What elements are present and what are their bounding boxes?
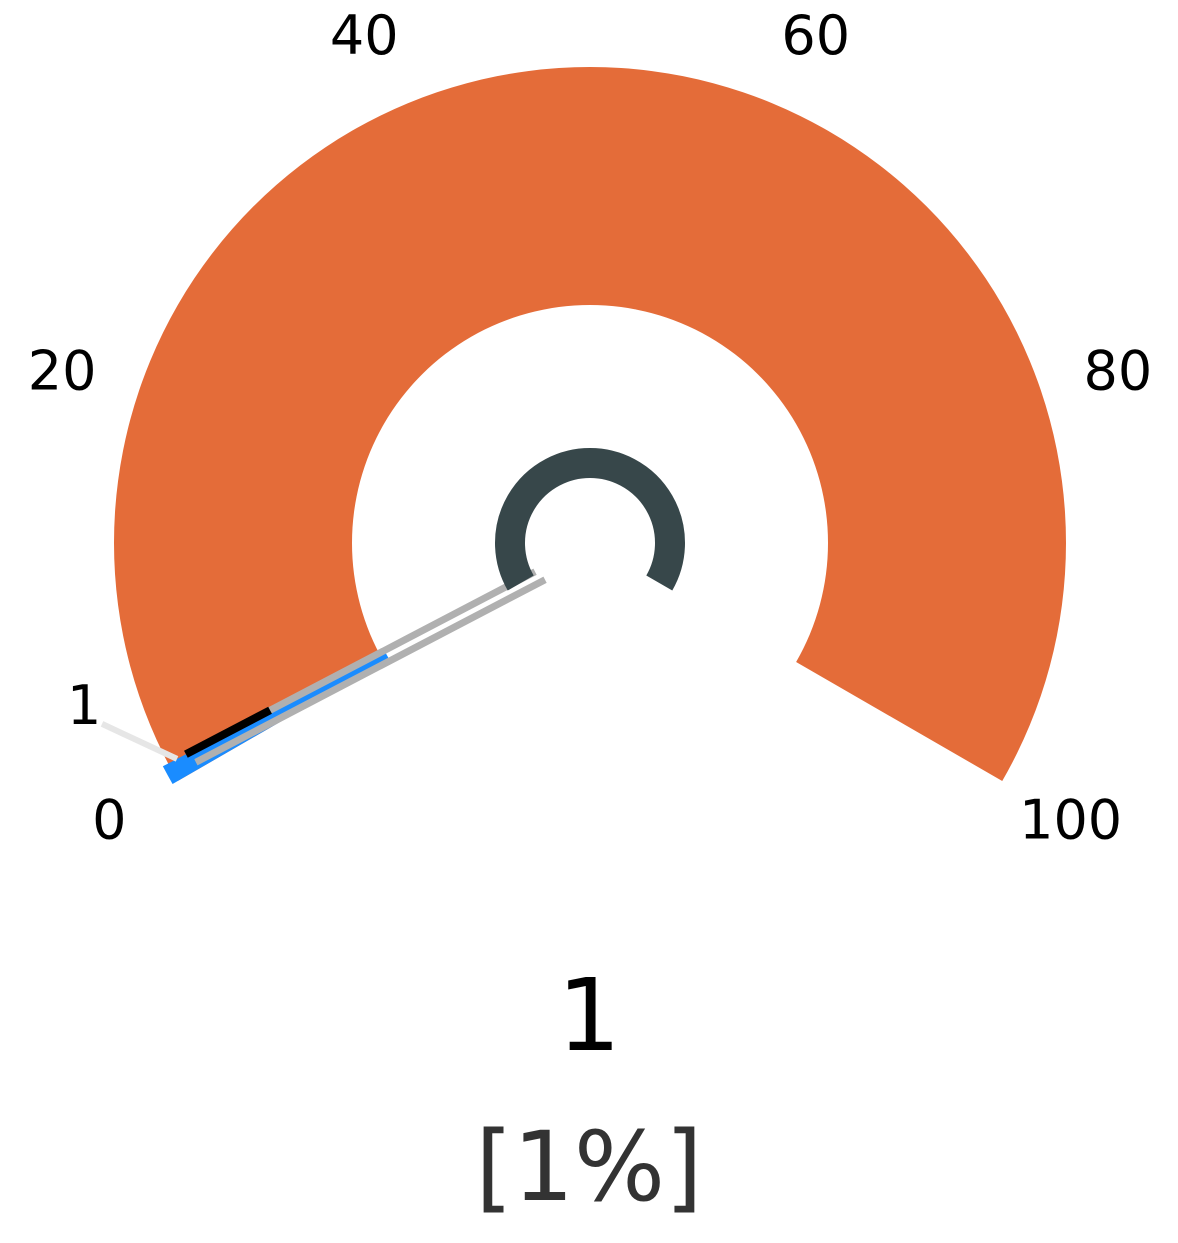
tick-label: 0 — [92, 789, 126, 852]
tick-label: 80 — [1083, 339, 1152, 402]
gauge-value: 1 — [557, 957, 621, 1074]
needle-shadow — [194, 576, 547, 766]
needle-tip — [184, 706, 272, 758]
value-marker-label: 1 — [67, 674, 101, 737]
gauge-percent: [1%] — [475, 1111, 702, 1223]
gauge-band — [114, 67, 1066, 782]
tick-label: 100 — [1019, 789, 1122, 852]
tick-label: 40 — [330, 4, 399, 67]
value-marker-leader — [100, 721, 179, 762]
tick-label: 20 — [28, 339, 97, 402]
gauge-hub — [495, 448, 685, 591]
tick-label: 60 — [781, 4, 850, 67]
